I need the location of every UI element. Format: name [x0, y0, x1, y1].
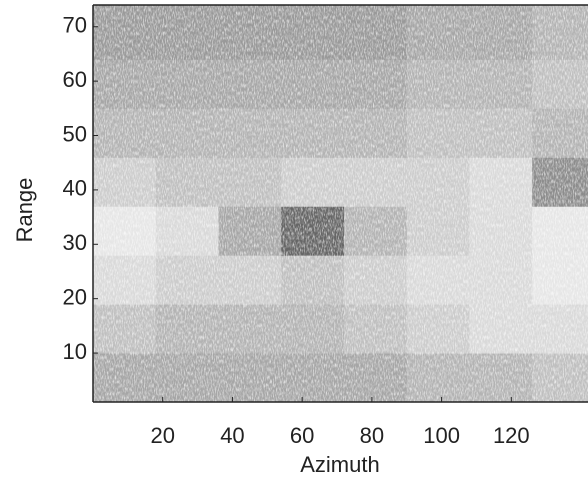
x-axis-label: Azimuth: [300, 452, 379, 477]
x-tick-label: 40: [220, 423, 244, 448]
x-tick-label: 80: [360, 423, 384, 448]
y-axis-label: Range: [12, 178, 37, 243]
y-tick-label: 40: [63, 176, 87, 201]
y-tick-label: 70: [63, 13, 87, 38]
texture: [93, 5, 588, 402]
y-tick-label: 10: [63, 339, 87, 364]
y-tick-label: 50: [63, 121, 87, 146]
y-tick-label: 20: [63, 284, 87, 309]
x-tick-label: 120: [493, 423, 530, 448]
x-tick-label: 100: [423, 423, 460, 448]
y-tick-label: 30: [63, 230, 87, 255]
y-tick-label: 60: [63, 67, 87, 92]
x-tick-label: 60: [290, 423, 314, 448]
x-tick-label: 20: [150, 423, 174, 448]
